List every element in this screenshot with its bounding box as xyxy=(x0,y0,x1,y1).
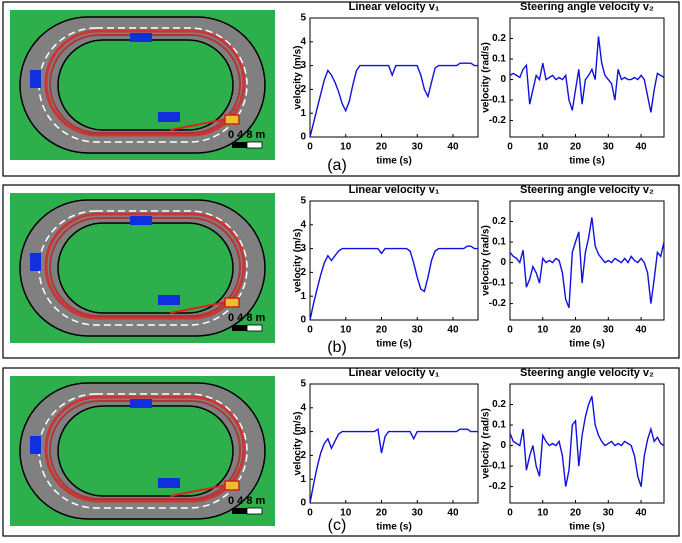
y-tick-label: 2 xyxy=(300,450,306,461)
y-tick-label: -0.2 xyxy=(489,115,507,126)
chart: Linear velocity v₁ time (s) velocity (m/s)… xyxy=(293,367,478,533)
x-tick-label: 30 xyxy=(412,325,424,336)
x-tick-label: 10 xyxy=(340,508,352,519)
x-tick-label: 0 xyxy=(507,508,513,519)
x-axis-label: time (s) xyxy=(569,522,605,533)
scale-label: 0 4 8 m xyxy=(228,312,266,324)
x-tick-label: 0 xyxy=(307,325,313,336)
y-tick-label: -0.1 xyxy=(489,278,507,289)
y-tick-label: 5 xyxy=(300,13,306,24)
y-tick-label: 2 xyxy=(300,267,306,278)
x-tick-label: 0 xyxy=(307,142,313,153)
scale-label: 0 4 8 m xyxy=(228,495,266,507)
plot-area xyxy=(310,201,478,320)
x-tick-label: 30 xyxy=(603,325,615,336)
y-tick-label: 4 xyxy=(300,402,306,413)
y-tick-label: 1 xyxy=(300,474,306,485)
y-axis-label: velocity (m/s) xyxy=(293,229,304,293)
chart-title: Steering angle velocity v₂ xyxy=(520,367,654,379)
plot-area xyxy=(310,384,478,503)
x-tick-label: 10 xyxy=(537,325,549,336)
x-tick-label: 20 xyxy=(376,142,388,153)
x-tick-label: 10 xyxy=(340,142,352,153)
y-tick-label: -0.2 xyxy=(489,481,507,492)
panel-label: (a) xyxy=(327,157,347,174)
x-tick-label: 20 xyxy=(376,508,388,519)
y-tick-label: 0.2 xyxy=(492,216,506,227)
y-tick-label: 0 xyxy=(300,498,306,509)
chart-title: Linear velocity v₁ xyxy=(349,1,440,13)
x-tick-label: 40 xyxy=(447,142,459,153)
x-tick-label: 20 xyxy=(570,142,582,153)
y-axis-label: velocity (m/s) xyxy=(293,46,304,110)
y-tick-label: 0 xyxy=(500,74,506,85)
y-tick-label: 5 xyxy=(300,379,306,390)
y-tick-label: 0 xyxy=(500,257,506,268)
y-tick-label: -0.2 xyxy=(489,298,507,309)
x-tick-label: 10 xyxy=(537,142,549,153)
y-tick-label: 0.1 xyxy=(492,54,506,65)
chart-title: Linear velocity v₁ xyxy=(349,184,440,196)
y-tick-label: -0.1 xyxy=(489,95,507,106)
x-tick-label: 20 xyxy=(570,508,582,519)
x-tick-label: 30 xyxy=(603,142,615,153)
x-tick-label: 40 xyxy=(447,325,459,336)
y-tick-label: 0.1 xyxy=(492,237,506,248)
x-tick-label: 30 xyxy=(603,508,615,519)
x-tick-label: 30 xyxy=(412,508,424,519)
x-tick-label: 40 xyxy=(447,508,459,519)
y-tick-label: 1 xyxy=(300,291,306,302)
y-axis-label: velocity (m/s) xyxy=(293,412,304,476)
x-tick-label: 0 xyxy=(507,325,513,336)
panel-label: (b) xyxy=(327,339,347,356)
x-axis-label: time (s) xyxy=(376,522,412,533)
x-tick-label: 40 xyxy=(636,508,648,519)
x-tick-label: 0 xyxy=(507,142,513,153)
chart-title: Steering angle velocity v₂ xyxy=(520,1,654,13)
x-tick-label: 0 xyxy=(307,508,313,519)
y-tick-label: 2 xyxy=(300,84,306,95)
figure: 0 4 8 m(a)0 4 8 m(b)0 4 8 m(c)Linear vel… xyxy=(0,0,682,538)
x-tick-label: 10 xyxy=(537,508,549,519)
y-tick-label: 0.2 xyxy=(492,33,506,44)
x-tick-label: 10 xyxy=(340,325,352,336)
x-axis-label: time (s) xyxy=(569,156,605,167)
x-axis-label: time (s) xyxy=(376,339,412,350)
y-tick-label: 0.2 xyxy=(492,399,506,410)
x-axis-label: time (s) xyxy=(376,156,412,167)
x-tick-label: 40 xyxy=(636,325,648,336)
x-axis-label: time (s) xyxy=(569,339,605,350)
y-tick-label: 3 xyxy=(300,426,306,437)
plot-area xyxy=(310,18,478,137)
chart-title: Linear velocity v₁ xyxy=(349,367,440,379)
x-tick-label: 40 xyxy=(636,142,648,153)
y-tick-label: -0.1 xyxy=(489,461,507,472)
chart: Linear velocity v₁ time (s) velocity (m/s)… xyxy=(293,184,478,350)
plot-area xyxy=(510,201,664,320)
y-tick-label: 1 xyxy=(300,108,306,119)
y-tick-label: 5 xyxy=(300,196,306,207)
y-tick-label: 4 xyxy=(300,36,306,47)
y-tick-label: 0.1 xyxy=(492,420,506,431)
scale-label: 0 4 8 m xyxy=(228,129,266,141)
chart: Linear velocity v₁ time (s) velocity (m/s)… xyxy=(293,1,478,167)
y-tick-label: 0 xyxy=(500,440,506,451)
x-tick-label: 30 xyxy=(412,142,424,153)
chart-title: Steering angle velocity v₂ xyxy=(520,184,654,196)
x-tick-label: 20 xyxy=(376,325,388,336)
panel-label: (c) xyxy=(328,517,347,534)
x-tick-label: 20 xyxy=(570,325,582,336)
y-tick-label: 0 xyxy=(300,315,306,326)
y-tick-label: 4 xyxy=(300,219,306,230)
y-tick-label: 3 xyxy=(300,60,306,71)
y-tick-label: 0 xyxy=(300,132,306,143)
y-tick-label: 3 xyxy=(300,243,306,254)
